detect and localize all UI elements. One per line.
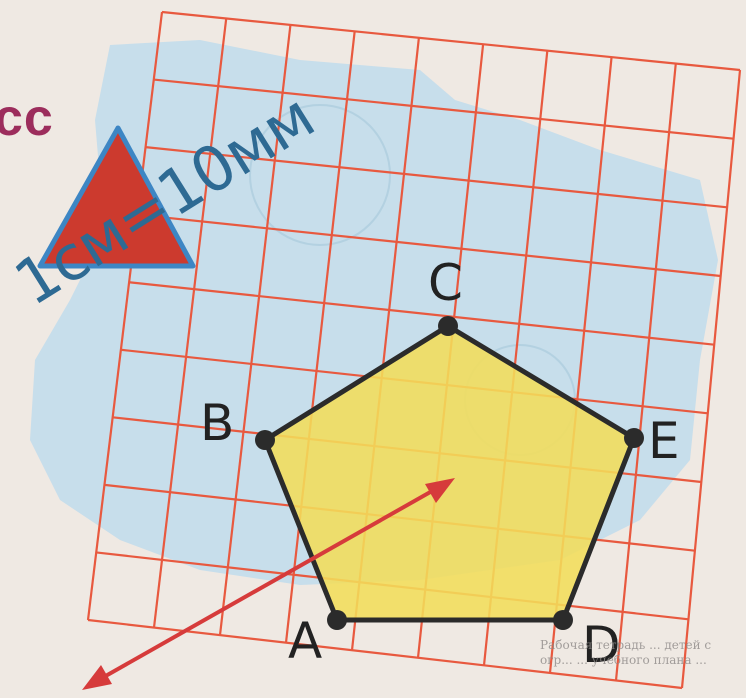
grid-line-horizontal: [128, 281, 715, 346]
grid-line-horizontal: [137, 213, 721, 278]
vertex-label-d: D: [582, 616, 621, 674]
vertex-point-e: [624, 428, 644, 448]
vertex-point-b: [255, 430, 275, 450]
grid-line-horizontal: [153, 78, 734, 140]
faint-background-circle: [249, 104, 391, 246]
grid-line-vertical: [218, 24, 292, 636]
page-heading-fragment: сс: [0, 89, 54, 147]
pentagon-abcde: [262, 323, 637, 623]
grid-line-horizontal: [145, 146, 728, 209]
vertex-label-e: E: [648, 412, 680, 470]
triangle-icon: [37, 125, 196, 269]
vertex-point-c: [438, 316, 458, 336]
footer-caption: Рабочая тетрадь ... детей с огр... ... у…: [540, 638, 712, 667]
grid-line-horizontal: [161, 10, 741, 72]
grid-line-vertical: [614, 63, 677, 681]
vertex-label-a: A: [288, 612, 323, 670]
grid-line-vertical: [86, 11, 164, 621]
grid-line-vertical: [284, 31, 356, 643]
vertex-point-d: [553, 610, 573, 630]
arrow-head-start: [82, 665, 112, 690]
arrow-head-end: [425, 478, 455, 503]
vertex-point-a: [327, 610, 347, 630]
vertex-label-c: C: [428, 254, 463, 312]
double-arrow: [94, 480, 449, 684]
grid-line-vertical: [680, 69, 742, 689]
grid-line-vertical: [152, 18, 228, 628]
vertex-label-b: B: [200, 394, 235, 452]
